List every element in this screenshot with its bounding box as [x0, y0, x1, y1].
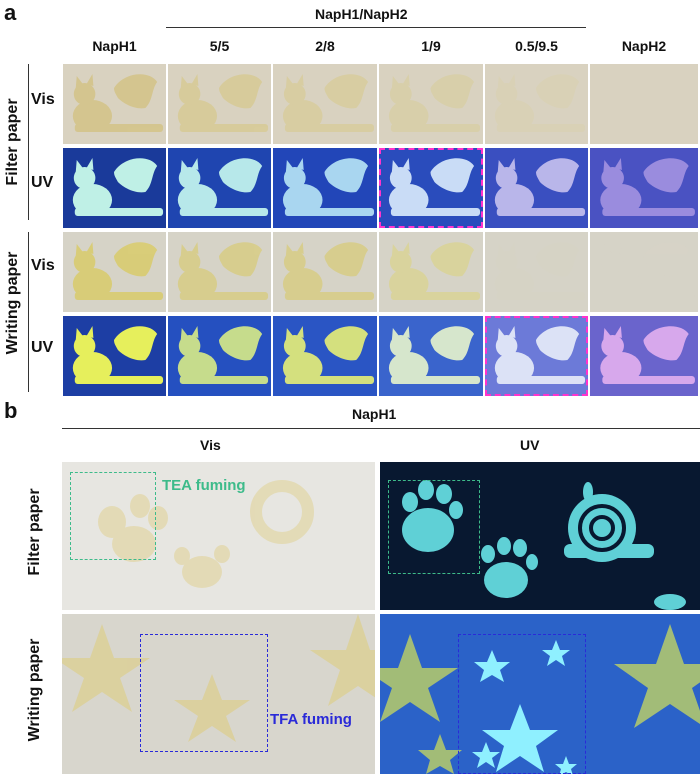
column-header-5: NapH2 [621, 38, 667, 54]
image-filter-uv-0 [63, 148, 166, 228]
image-writing-vis-1 [168, 232, 271, 312]
panel-a-letter: a [4, 0, 17, 25]
column-header-0: NapH1 [92, 38, 137, 54]
highlight-box-0 [379, 148, 483, 228]
image-writing-vis-3 [379, 232, 483, 312]
image-writing-uv-1 [168, 316, 271, 396]
row-label-writing-uv: UV [31, 339, 54, 356]
column-header-4: 0.5/9.5 [515, 38, 558, 54]
image-filter-vis-1 [168, 64, 271, 144]
row-label-writing-vis: Vis [31, 257, 55, 274]
image-filter-vis-4 [485, 64, 588, 144]
highlight-box-1 [485, 316, 588, 396]
image-filter-uv-5 [590, 148, 698, 228]
image-filter-vis-3 [379, 64, 483, 144]
image-filter-uv-1 [168, 148, 271, 228]
panel-b-filter-uv-image [380, 462, 700, 610]
row-group-rule-writing [28, 232, 29, 392]
image-filter-uv-4 [485, 148, 588, 228]
column-header-2: 2/8 [315, 38, 335, 54]
panel-b-col-vis: Vis [200, 437, 221, 453]
image-writing-vis-0 [63, 232, 166, 312]
row-group-writing-paper: Writing paper [4, 251, 21, 355]
tea-fuming-label: TEA fuming [162, 477, 246, 494]
image-writing-uv-2 [273, 316, 377, 396]
panel-b-letter: b [4, 398, 18, 423]
panel-b-row-filter-paper: Filter paper [26, 488, 43, 576]
image-filter-vis-5 [590, 64, 698, 144]
image-writing-uv-0 [63, 316, 166, 396]
row-label-filter-uv: UV [31, 174, 54, 191]
tea-highlight-box [70, 472, 156, 560]
tfa-fuming-label: TFA fuming [270, 711, 352, 728]
image-filter-vis-2 [273, 64, 377, 144]
row-group-filter-paper: Filter paper [4, 98, 21, 186]
image-filter-uv-2 [273, 148, 377, 228]
image-writing-vis-2 [273, 232, 377, 312]
image-writing-uv-3 [379, 316, 483, 396]
row-label-filter-vis: Vis [31, 91, 55, 108]
panel-b-col-uv: UV [520, 437, 540, 453]
panel-b-writing-uv-image [380, 614, 700, 774]
panel-b-row-writing-paper: Writing paper [26, 638, 43, 742]
tea-highlight-box-uv [388, 480, 480, 574]
image-filter-uv-3 [379, 148, 483, 228]
column-header-3: 1/9 [421, 38, 441, 54]
row-group-rule-filter [28, 64, 29, 220]
panel-b-filter-vis-image [62, 462, 375, 610]
group-header: NapH1/NapH2 [315, 6, 408, 22]
panel-b-writing-vis-image [62, 614, 375, 774]
image-filter-vis-0 [63, 64, 166, 144]
column-header-1: 5/5 [209, 38, 230, 54]
image-writing-vis-5 [590, 232, 698, 312]
tfa-highlight-box [140, 634, 268, 752]
panel-b-header: NapH1 [352, 406, 397, 422]
image-writing-vis-4 [485, 232, 588, 312]
tfa-highlight-box-uv [458, 634, 586, 774]
image-writing-uv-4 [485, 316, 588, 396]
image-writing-uv-5 [590, 316, 698, 396]
group-header-rule [166, 27, 586, 28]
panel-b-header-rule [62, 428, 700, 429]
